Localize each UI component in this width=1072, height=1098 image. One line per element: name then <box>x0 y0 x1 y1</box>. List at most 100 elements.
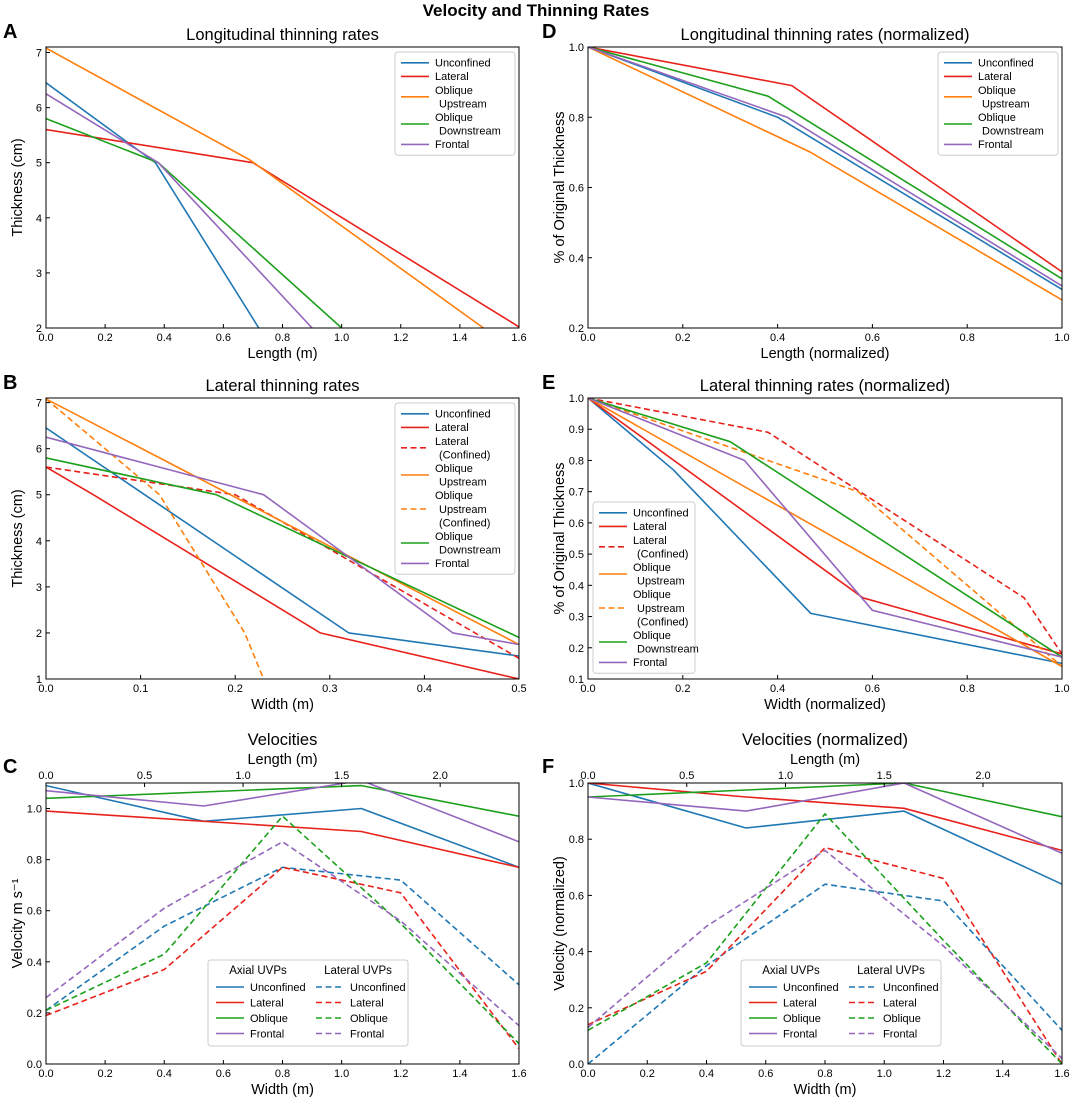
legend-label: Unconfined <box>883 982 939 994</box>
legend-title: Lateral UVPs <box>857 965 925 977</box>
panel-F: 0.0 0.2 0.4 0.6 0.8 1.0 1.2 1.4 1.6 0.0 0.2 0.4 0.6 0… <box>542 731 1070 1098</box>
x-tick-label: 0.2 <box>97 1068 112 1080</box>
legend-label: Unconfined <box>435 409 491 421</box>
x-tick-label: 0.5 <box>511 683 526 695</box>
panel-title: Longitudinal thinning rates (normalized) <box>681 26 970 44</box>
legend-label: Lateral <box>435 71 469 83</box>
y-axis-label: Velocity (normalized) <box>552 856 568 991</box>
legend-label: Upstream <box>439 98 487 110</box>
x-tick-label: 0.4 <box>417 683 432 695</box>
x-tick-label: 1.2 <box>393 1068 408 1080</box>
series-line-oblique-downstream <box>46 457 519 639</box>
legend-label: (Confined) <box>439 517 490 529</box>
legend-label: Unconfined <box>250 982 306 994</box>
x-tick-label: 0.2 <box>675 683 690 695</box>
y-tick-label: 0.4 <box>569 580 584 592</box>
legend-label: Oblique <box>883 1013 921 1025</box>
y-tick-label: 7 <box>36 398 42 410</box>
legend-box <box>937 51 1059 156</box>
y-tick-label: 5 <box>36 490 42 502</box>
x-axis-label: Length (m) <box>247 346 317 362</box>
legend-label: Oblique <box>435 531 473 543</box>
series-group <box>46 783 519 1050</box>
series-line-unconfined <box>588 47 1062 291</box>
legend-label: (Confined) <box>637 548 688 560</box>
panel-E: 0.0 0.2 0.4 0.6 0.8 1.0 0.1 0.2 0.3 0.4 0.5 0.6 0.7 0… <box>542 372 1070 713</box>
y-tick-label: 3 <box>36 582 42 594</box>
x-tick-label: 0.8 <box>275 1068 290 1080</box>
legend-box <box>394 402 516 575</box>
y-tick-label: 0.2 <box>569 1003 584 1015</box>
legend-label: Upstream <box>439 504 487 516</box>
x-tick-label: 0.0 <box>580 683 595 695</box>
x-axis-label: Width (m) <box>794 1082 857 1098</box>
x-tick-label: 1.2 <box>393 332 408 344</box>
y-tick-label: 1.0 <box>27 804 42 816</box>
legend-title: Axial UVPs <box>762 965 820 977</box>
series-line-lateral-lateral <box>588 846 1062 1064</box>
y-tick-label: 1.0 <box>569 393 584 405</box>
top-x-tick-label: 2.0 <box>975 770 990 782</box>
legend-label: Oblique <box>633 562 671 574</box>
x-tick-label: 0.4 <box>770 683 785 695</box>
x-tick-label: 0.8 <box>960 683 975 695</box>
top-x-tick-label: 1.0 <box>778 770 793 782</box>
x-tick-label: 1.4 <box>452 332 467 344</box>
series-group <box>588 398 1062 668</box>
y-tick-label: 0.9 <box>569 424 584 436</box>
y-tick-label: 5 <box>36 158 42 170</box>
y-tick-label: 0.5 <box>569 549 584 561</box>
x-tick-label: 1.2 <box>936 1068 951 1080</box>
y-tick-label: 0.1 <box>569 674 584 686</box>
legend-label: Downstream <box>439 545 501 557</box>
legend-label: Unconfined <box>350 982 406 994</box>
y-tick-label: 6 <box>36 103 42 115</box>
series-group <box>588 783 1062 1064</box>
legend-label: Upstream <box>637 576 685 588</box>
series-line-lateral-frontal <box>46 840 519 1027</box>
x-tick-label: 1.6 <box>1054 1068 1069 1080</box>
legend-label: Frontal <box>350 1029 384 1041</box>
y-tick-label: 0.6 <box>569 890 584 902</box>
y-tick-label: 0.6 <box>569 518 584 530</box>
legend-label: Frontal <box>633 657 667 669</box>
legend-label: Upstream <box>637 603 685 615</box>
legend-label: Oblique <box>978 85 1016 97</box>
legend-label: Downstream <box>439 126 501 138</box>
x-tick-label: 1.6 <box>511 1068 526 1080</box>
series-line-oblique-upstream <box>588 398 1062 668</box>
series-line-lateral-unconfined <box>46 866 519 1012</box>
legend-label: Lateral <box>633 521 667 533</box>
y-tick-label: 0.2 <box>27 1008 42 1020</box>
series-line-lateral-confined <box>588 398 1062 655</box>
y-axis-label: % of Original Thickness <box>552 111 568 263</box>
series-group <box>588 47 1062 301</box>
legend-label: Oblique <box>783 1013 821 1025</box>
x-tick-label: 0.4 <box>157 332 172 344</box>
panel-title: Lateral thinning rates <box>205 377 359 395</box>
panel-title: Lateral thinning rates (normalized) <box>700 377 950 395</box>
y-tick-label: 3 <box>36 268 42 280</box>
series-line-frontal <box>46 93 313 328</box>
x-tick-label: 0.2 <box>675 332 690 344</box>
x-tick-label: 1.0 <box>1054 332 1069 344</box>
y-tick-label: 0.6 <box>569 183 584 195</box>
x-tick-label: 1.0 <box>334 332 349 344</box>
y-tick-label: 0.4 <box>27 957 42 969</box>
panel-letter: F <box>542 756 554 778</box>
legend-box <box>207 959 409 1047</box>
panel-letter: A <box>3 21 17 43</box>
legend-title: Lateral UVPs <box>324 965 392 977</box>
series-line-unconfined <box>46 427 519 657</box>
x-tick-label: 0.6 <box>216 332 231 344</box>
panel-title: Longitudinal thinning rates <box>186 26 379 44</box>
x-tick-label: 1.6 <box>511 332 526 344</box>
series-line-frontal <box>46 436 519 646</box>
x-tick-label: 0.6 <box>216 1068 231 1080</box>
top-x-axis-label: Length (m) <box>247 752 317 768</box>
legend-label: Lateral <box>883 998 917 1010</box>
y-tick-label: 0.8 <box>569 455 584 467</box>
panel-letter: C <box>3 756 17 778</box>
series-line-axial-unconfined <box>588 783 1062 885</box>
legend-label: Lateral <box>633 535 667 547</box>
